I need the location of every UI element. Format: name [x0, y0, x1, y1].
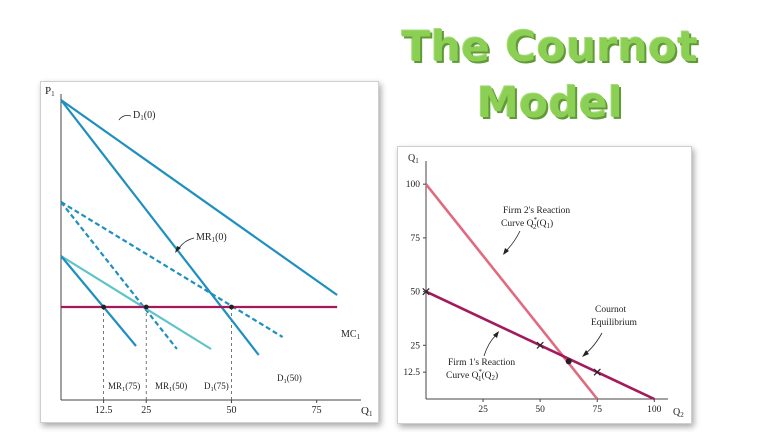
- title-line-1: The Cournot: [401, 22, 699, 71]
- arrowhead-firm2: [503, 248, 509, 255]
- series-mr10: [60, 99, 260, 356]
- cournot-annotation-line1: Cournot: [595, 305, 627, 315]
- leader-mr1-0: [178, 237, 195, 249]
- cournot-annotation-line2: Equilibrium: [591, 318, 638, 328]
- y-tick-label-0: 12.5: [403, 368, 420, 378]
- label-d1-75: D1(75): [204, 381, 229, 393]
- label-mc1: MC1: [341, 329, 361, 341]
- x-tick-label-3: 100: [647, 405, 662, 415]
- x-marker-1: [536, 341, 544, 349]
- x-axis-label: Q2: [673, 407, 684, 419]
- y-tick-label-4: 100: [406, 180, 421, 190]
- arrowhead-mr1-0: [175, 246, 181, 253]
- x-tick-label-0: 25: [478, 405, 488, 415]
- firm1-demand-chart: 12.5 25 50 75 P1 Q1 D1(0) MR1(0) MC1 MR1(75…: [45, 85, 373, 418]
- x-tick-label-2: 50: [226, 405, 236, 416]
- y-tick-label-2: 50: [411, 288, 421, 298]
- chart-panel-reaction-curves: 25 50 75 100 12.5 25 50 75 100 Q1 Q2 Firm 2's Re…: [397, 146, 692, 424]
- label-mr1-50: MR1(50): [155, 381, 187, 393]
- x-tick-label-1: 50: [535, 405, 545, 415]
- series-d150: [60, 201, 284, 338]
- series-mr150: [60, 201, 178, 350]
- intersection-point-1: [143, 304, 149, 310]
- intersection-point-0: [101, 304, 107, 310]
- y-axis-label: Q1: [408, 153, 419, 165]
- firm1-annotation-line2: Curve Q* 1(Q2): [446, 368, 498, 383]
- x-marker-2: [593, 368, 601, 376]
- leader-firm2: [505, 230, 521, 252]
- leader-firm1: [483, 334, 497, 357]
- y-tick-label-1: 25: [411, 341, 421, 351]
- title-line-2: Model: [476, 78, 624, 127]
- chart-panel-firm1-demand: 12.5 25 50 75 P1 Q1 D1(0) MR1(0) MC1 MR1(75…: [40, 81, 379, 423]
- label-d1-50: D1(50): [277, 373, 302, 385]
- leader-cournot: [585, 332, 603, 354]
- firm2-annotation-line1: Firm 2's Reaction: [503, 206, 570, 216]
- intersection-point-2: [229, 304, 234, 310]
- firm2-annotation-line2: Curve Q* 2(Q1): [501, 216, 553, 231]
- cournot-equilibrium-point: [565, 358, 572, 365]
- label-mr1-75: MR1(75): [108, 381, 140, 393]
- x-tick-label-1: 25: [141, 405, 151, 416]
- arrowhead-firm1: [493, 331, 499, 338]
- leader-d1-0: [118, 115, 132, 121]
- arrowhead-cournot: [582, 350, 589, 357]
- series-d175: [60, 255, 212, 350]
- firm1-annotation-line1: Firm 1's Reaction: [448, 358, 515, 368]
- label-mr1-0: MR1(0): [196, 232, 227, 244]
- x-tick-label-0: 12.5: [95, 405, 113, 416]
- x-tick-label-3: 75: [312, 405, 322, 416]
- label-d1-0: D1(0): [133, 110, 155, 122]
- series-mr175: [60, 255, 137, 347]
- x-axis-label: Q1: [361, 405, 373, 418]
- x-tick-label-2: 75: [592, 405, 602, 415]
- series-d10: [60, 99, 338, 296]
- y-axis-label: P1: [45, 85, 55, 98]
- reaction-curves-chart: 25 50 75 100 12.5 25 50 75 100 Q1 Q2 Firm 2's Re…: [403, 153, 684, 419]
- y-tick-label-3: 75: [411, 234, 421, 244]
